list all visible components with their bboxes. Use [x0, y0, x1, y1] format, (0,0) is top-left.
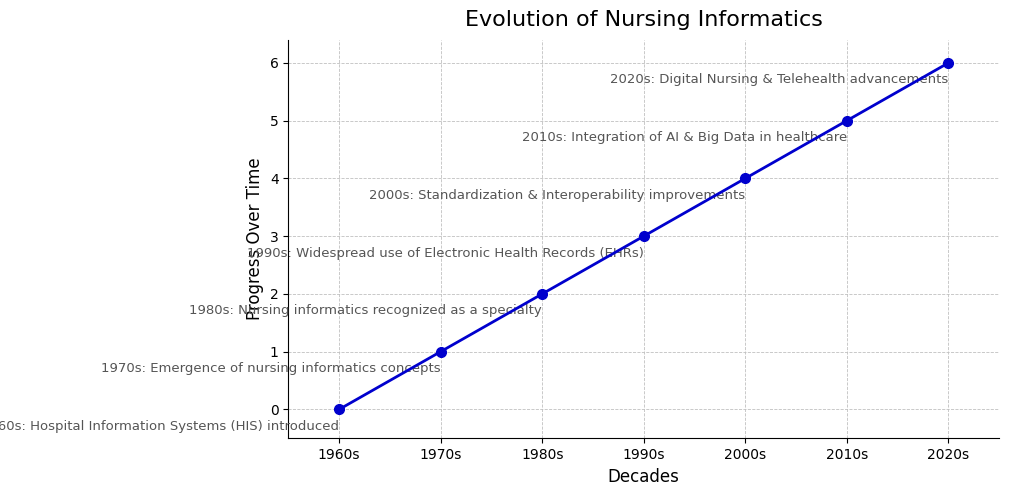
Title: Evolution of Nursing Informatics: Evolution of Nursing Informatics — [465, 10, 823, 30]
X-axis label: Decades: Decades — [608, 468, 680, 486]
Text: 2010s: Integration of AI & Big Data in healthcare: 2010s: Integration of AI & Big Data in h… — [521, 131, 847, 144]
Text: 1960s: Hospital Information Systems (HIS) introduced: 1960s: Hospital Information Systems (HIS… — [0, 420, 339, 433]
Text: 1980s: Nursing informatics recognized as a specialty: 1980s: Nursing informatics recognized as… — [190, 304, 542, 317]
Text: 2000s: Standardization & Interoperability improvements: 2000s: Standardization & Interoperabilit… — [369, 189, 746, 202]
Y-axis label: Progress Over Time: Progress Over Time — [246, 158, 265, 320]
Text: 1970s: Emergence of nursing informatics concepts: 1970s: Emergence of nursing informatics … — [101, 362, 441, 375]
Text: 1990s: Widespread use of Electronic Health Records (EHRs): 1990s: Widespread use of Electronic Heal… — [247, 247, 644, 259]
Text: 2020s: Digital Nursing & Telehealth advancements: 2020s: Digital Nursing & Telehealth adva… — [610, 73, 949, 86]
